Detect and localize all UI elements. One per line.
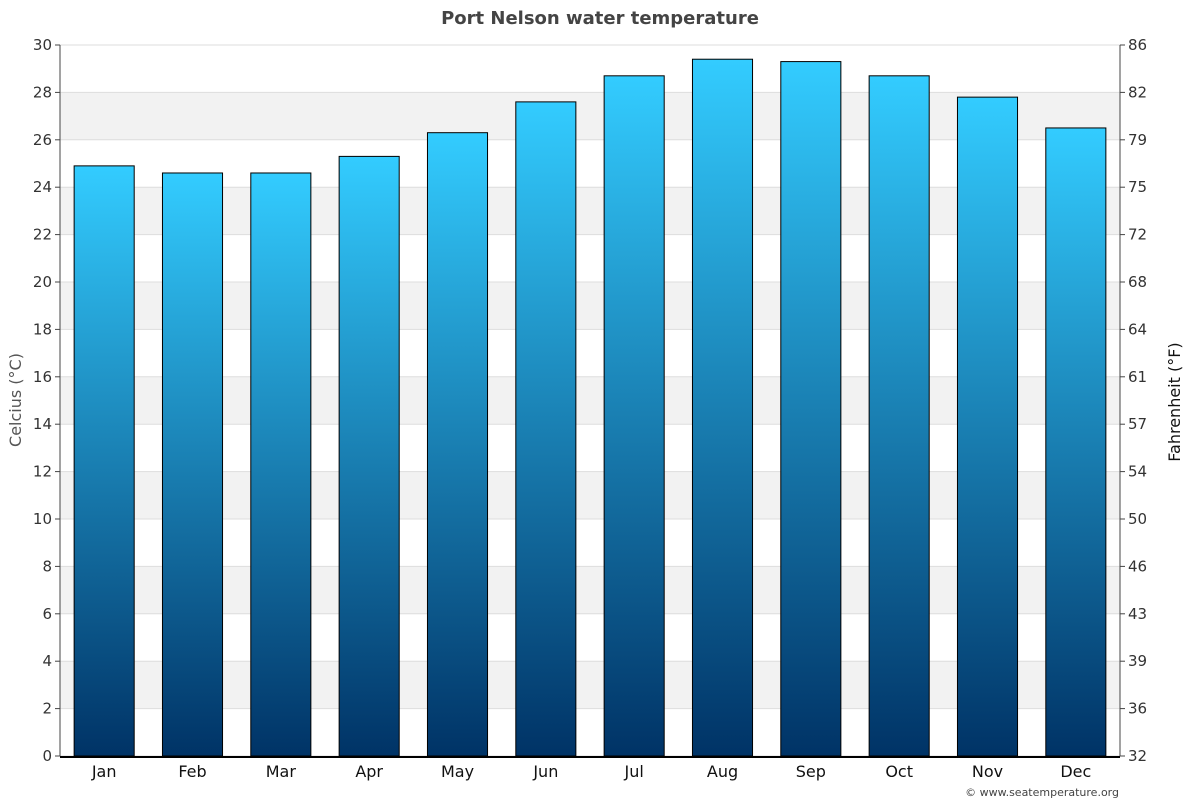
y-tick-label-left: 18	[33, 320, 52, 338]
tick-labels: 0246810121416182022242628303236394346505…	[33, 36, 1147, 781]
y-tick-label-left: 8	[42, 557, 52, 575]
bar-sep	[780, 61, 842, 757]
background-band	[60, 376, 1120, 425]
chart-title: Port Nelson water temperature	[441, 8, 759, 29]
y-tick-label-left: 30	[33, 36, 52, 54]
y-tick-label-right: 39	[1128, 652, 1147, 670]
y-tick-label-right: 75	[1128, 178, 1147, 196]
y-tick-label-right: 61	[1128, 368, 1147, 386]
x-tick-label: May	[441, 762, 474, 781]
axes	[55, 44, 1125, 758]
x-tick-label: Jun	[532, 762, 558, 781]
background-band	[60, 282, 1120, 330]
y-tick-label-right: 86	[1128, 36, 1147, 54]
y-tick-label-left: 26	[33, 131, 52, 149]
y-tick-label-left: 0	[42, 747, 52, 765]
x-tick-label: Feb	[178, 762, 206, 781]
y-tick-label-left: 28	[33, 83, 52, 101]
bar-jun	[515, 101, 577, 757]
y-tick-label-right: 82	[1128, 83, 1147, 101]
background-band	[60, 661, 1120, 709]
y-axis-title-right: Fahrenheit (°F)	[1165, 342, 1184, 461]
bar-apr	[338, 155, 400, 757]
y-tick-label-right: 54	[1128, 463, 1147, 481]
bar-nov	[956, 96, 1019, 757]
credit-text: © www.seatemperature.org	[965, 786, 1119, 799]
y-tick-label-right: 79	[1128, 131, 1147, 149]
y-tick-label-left: 10	[33, 510, 52, 528]
background-band	[60, 471, 1120, 519]
y-tick-label-left: 2	[42, 700, 52, 718]
y-tick-label-left: 4	[42, 652, 52, 670]
bar-may	[426, 132, 489, 757]
y-tick-label-right: 46	[1128, 557, 1147, 575]
y-tick-label-left: 6	[42, 605, 52, 623]
bar-jul	[603, 75, 665, 757]
y-tick-label-left: 22	[33, 226, 52, 244]
x-tick-label: Oct	[885, 762, 913, 781]
y-tick-label-right: 50	[1128, 510, 1147, 528]
y-tick-label-right: 36	[1128, 700, 1147, 718]
bar-feb	[161, 172, 224, 757]
y-tick-label-left: 12	[33, 463, 52, 481]
background-band	[60, 187, 1120, 235]
y-tick-label-right: 57	[1128, 415, 1147, 433]
y-tick-label-right: 72	[1128, 226, 1147, 244]
x-tick-label: Sep	[796, 762, 826, 781]
bar-dec	[1045, 127, 1107, 757]
x-tick-label: Nov	[972, 762, 1003, 781]
y-tick-label-right: 32	[1128, 747, 1147, 765]
y-tick-label-left: 20	[33, 273, 52, 291]
background-band	[60, 566, 1120, 614]
x-tick-label: Aug	[707, 762, 738, 781]
x-tick-label: Mar	[266, 762, 297, 781]
background-bands	[60, 92, 1120, 709]
x-tick-label: Jan	[91, 762, 117, 781]
x-tick-label: Dec	[1060, 762, 1091, 781]
bars	[73, 58, 1107, 757]
y-tick-label-left: 16	[33, 368, 52, 386]
bar-oct	[868, 75, 930, 757]
bar-aug	[691, 58, 754, 757]
y-axis-title-left: Celcius (°C)	[6, 353, 25, 447]
bar-mar	[250, 172, 312, 757]
y-tick-label-left: 24	[33, 178, 52, 196]
y-tick-label-right: 64	[1128, 320, 1147, 338]
x-tick-label: Apr	[355, 762, 383, 781]
y-tick-label-right: 68	[1128, 273, 1147, 291]
bar-jan	[73, 165, 135, 757]
y-tick-label-right: 43	[1128, 605, 1147, 623]
x-tick-label: Jul	[624, 762, 644, 781]
y-tick-label-left: 14	[33, 415, 52, 433]
background-band	[60, 92, 1120, 140]
